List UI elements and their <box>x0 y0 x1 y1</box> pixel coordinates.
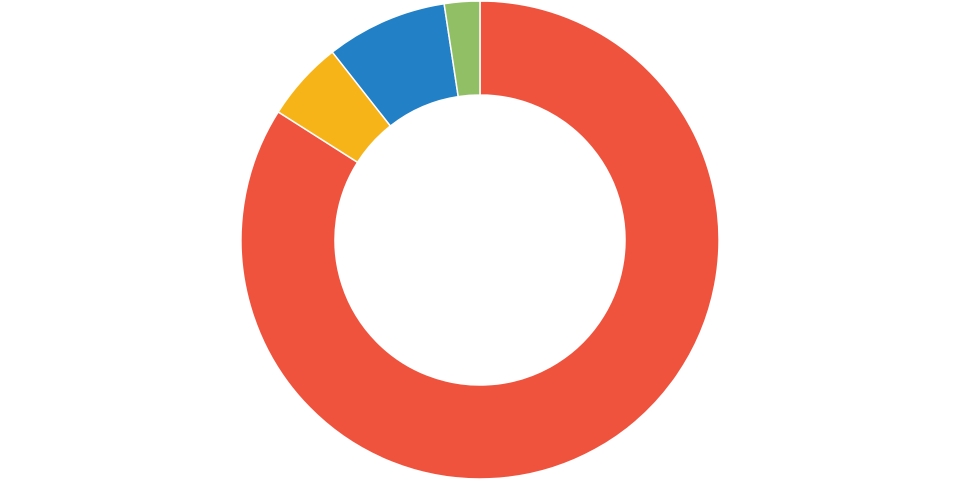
slice <box>443 0 481 98</box>
slice <box>240 0 720 480</box>
